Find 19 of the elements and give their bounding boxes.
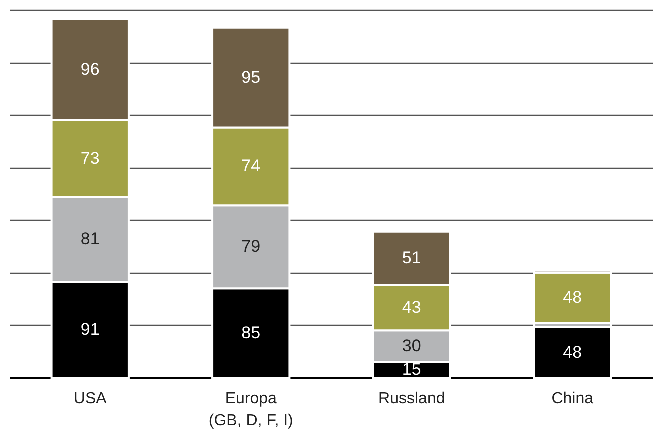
x-tick-label: Europa (GB, D, F, I): [208, 390, 294, 430]
x-tick-label: Russland: [378, 390, 446, 408]
bar: [533, 272, 612, 324]
data-label: 51: [402, 248, 422, 268]
data-label: 85: [242, 323, 261, 342]
data-label: 96: [80, 60, 100, 79]
data-label: 79: [242, 237, 261, 256]
data-label: 81: [80, 230, 100, 249]
data-label: 48: [563, 342, 582, 362]
data-label: 74: [242, 156, 261, 176]
data-label: 95: [242, 68, 261, 87]
data-label: 30: [402, 336, 422, 356]
data-label: 91: [80, 320, 100, 340]
x-tick-label: China: [552, 390, 594, 408]
data-label: 43: [402, 298, 422, 318]
data-label: 48: [563, 288, 582, 308]
data-label: 73: [80, 148, 100, 168]
data-label: 15: [402, 360, 422, 380]
x-tick-label: USA: [74, 390, 108, 408]
